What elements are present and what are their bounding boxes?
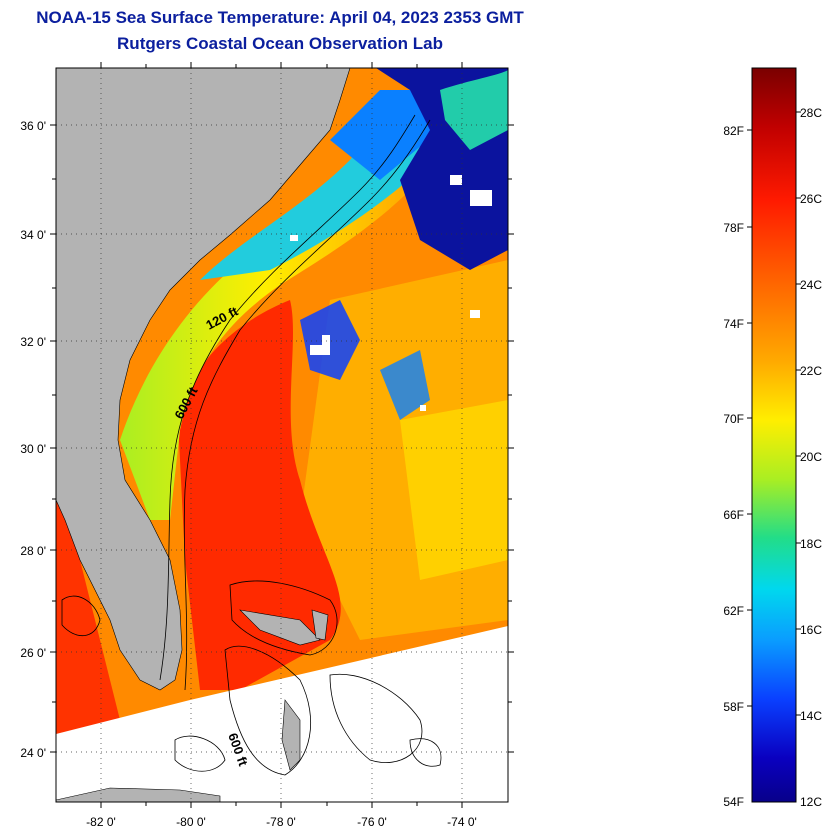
fahrenheit-label: 54F — [723, 795, 744, 809]
contour-120ft — [159, 114, 416, 681]
colorbar-ticks — [747, 111, 801, 716]
land-andros — [281, 699, 301, 771]
lon-label: -76 0' — [357, 815, 387, 829]
colorbar-scale — [751, 67, 797, 803]
celsius-labels: 28C 26C 24C 22C 20C 18C 16C 14C 12C — [800, 106, 822, 809]
contour-southeast-bank — [409, 738, 442, 767]
lat-label: 34 0' — [20, 228, 46, 242]
offshore-yellow-patch — [400, 400, 508, 580]
fahrenheit-label: 82F — [723, 124, 744, 138]
cold-eddy-2 — [380, 350, 430, 420]
colorbar: 82F 78F 74F 70F 66F 62F 58F 54F 28C 26C … — [723, 67, 822, 809]
longitude-labels: -82 0' -80 0' -78 0' -76 0' -74 0' — [86, 815, 477, 829]
map-ticks — [50, 62, 514, 808]
contour-cay-sal — [174, 735, 226, 772]
fahrenheit-label: 58F — [723, 700, 744, 714]
lon-label: -78 0' — [266, 815, 296, 829]
gulf-of-mexico-warm — [56, 490, 120, 740]
fahrenheit-label: 70F — [723, 412, 744, 426]
contour-600ft — [183, 119, 431, 691]
lat-label: 28 0' — [20, 544, 46, 558]
contour-great-bahama-bank — [224, 645, 312, 776]
map-frame — [55, 67, 509, 803]
cloud-mask — [290, 175, 492, 411]
celsius-label: 22C — [800, 364, 822, 378]
fahrenheit-label: 74F — [723, 317, 744, 331]
no-data-region — [56, 626, 508, 802]
lat-label: 26 0' — [20, 646, 46, 660]
celsius-label: 18C — [800, 537, 822, 551]
contour-exuma-sound — [329, 673, 423, 763]
fahrenheit-labels: 82F 78F 74F 70F 66F 62F 58F 54F — [723, 124, 744, 809]
celsius-label: 16C — [800, 623, 822, 637]
fahrenheit-label: 62F — [723, 604, 744, 618]
graticule — [56, 68, 508, 802]
latitude-labels: 36 0' 34 0' 32 0' 30 0' 28 0' 26 0' 24 0… — [20, 119, 46, 760]
lon-label: -74 0' — [447, 815, 477, 829]
lat-label: 24 0' — [20, 746, 46, 760]
celsius-label: 20C — [800, 450, 822, 464]
celsius-label: 26C — [800, 192, 822, 206]
fahrenheit-label: 66F — [723, 508, 744, 522]
bathymetry-contours — [61, 114, 442, 776]
sst-map — [56, 68, 508, 802]
lon-label: -80 0' — [176, 815, 206, 829]
land-cuba — [56, 787, 221, 802]
lat-label: 30 0' — [20, 442, 46, 456]
lat-label: 36 0' — [20, 119, 46, 133]
map-subtitle: Rutgers Coastal Ocean Observation Lab — [117, 34, 443, 53]
cool-patch-northeast — [440, 70, 508, 150]
land-abaco — [311, 609, 329, 641]
lon-label: -82 0' — [86, 815, 116, 829]
land-grand-bahama — [239, 609, 321, 646]
celsius-label: 24C — [800, 278, 822, 292]
contour-gulf — [61, 595, 101, 637]
map-title: NOAA-15 Sea Surface Temperature: April 0… — [36, 8, 524, 27]
celsius-label: 12C — [800, 795, 822, 809]
fahrenheit-label: 78F — [723, 221, 744, 235]
shelf-water — [120, 150, 410, 520]
gulf-stream-core — [178, 300, 341, 690]
celsius-label: 14C — [800, 709, 822, 723]
contour-little-bahama-bank — [229, 580, 338, 656]
lat-label: 32 0' — [20, 335, 46, 349]
celsius-label: 28C — [800, 106, 822, 120]
land-southeast-us — [56, 68, 351, 691]
coastal-cold-water — [330, 90, 440, 180]
